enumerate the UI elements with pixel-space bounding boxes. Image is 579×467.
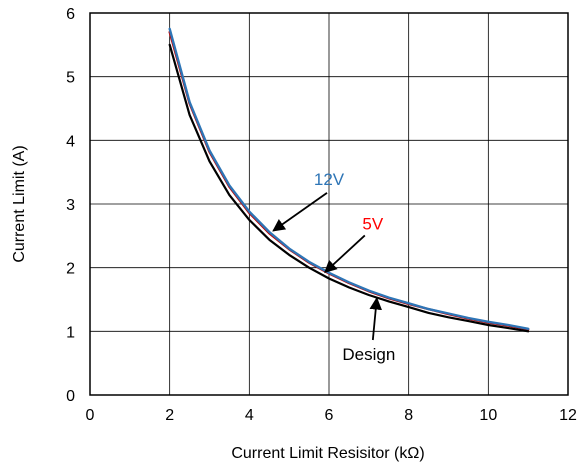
y-tick-label: 6: [66, 6, 75, 23]
annotations: 12V 5V Design: [272, 170, 395, 364]
y-tick-label: 4: [66, 133, 75, 150]
x-tick-label: 6: [325, 407, 334, 424]
y-tick-label: 5: [66, 70, 75, 87]
x-tick-label: 2: [165, 407, 174, 424]
x-tick-labels: 0 2 4 6 8 10 12: [86, 407, 577, 424]
y-tick-label: 2: [66, 261, 75, 278]
annotation-label-design: Design: [342, 345, 395, 364]
annotation-arrow-design: [369, 296, 382, 341]
annotation-label-12v: 12V: [314, 170, 345, 189]
x-axis-title: Current Limit Resisitor (kΩ): [231, 445, 424, 462]
series-line-design: [168, 43, 530, 333]
x-tick-label: 12: [559, 407, 577, 424]
y-tick-label: 1: [66, 324, 75, 341]
annotation-label-5v: 5V: [362, 214, 383, 233]
annotation-arrow-5v: [324, 234, 366, 273]
y-tick-labels: 0 1 2 3 4 5 6: [66, 6, 75, 405]
grid-lines: [89, 12, 569, 396]
series-lines: [168, 27, 530, 333]
y-axis-title: Current Limit (A): [11, 145, 28, 262]
y-tick-label: 3: [66, 197, 75, 214]
series-line-12v: [168, 27, 530, 330]
x-tick-label: 10: [479, 407, 497, 424]
x-tick-label: 0: [86, 407, 95, 424]
x-tick-label: 8: [404, 407, 413, 424]
plot-frame: [89, 12, 569, 396]
x-tick-label: 4: [245, 407, 254, 424]
annotation-arrow-12v: [272, 192, 328, 232]
y-tick-label: 0: [66, 388, 75, 405]
